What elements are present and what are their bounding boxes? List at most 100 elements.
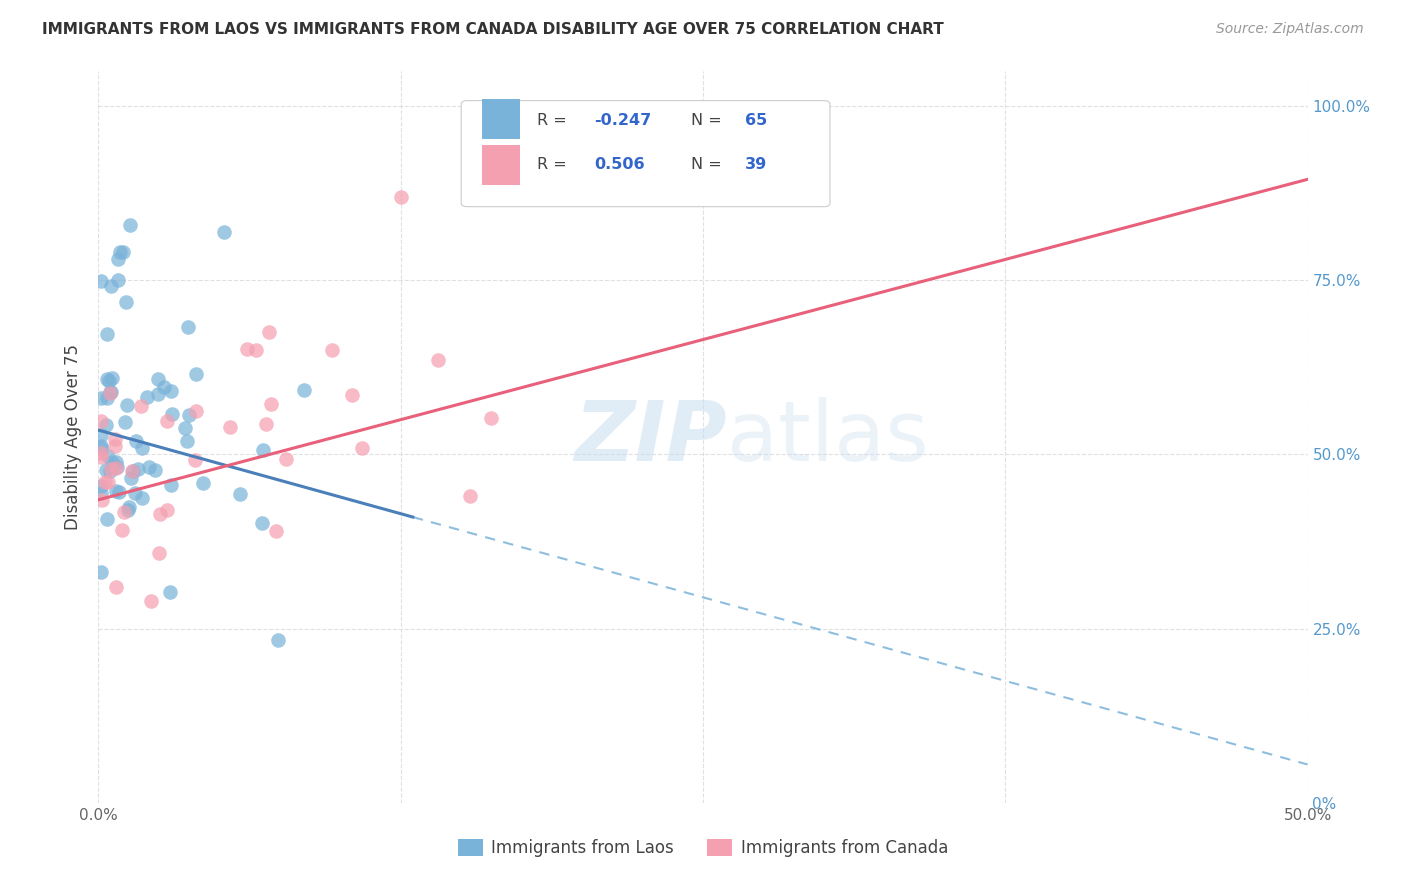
Point — [177, 320, 200, 334]
Point — [257, 326, 280, 340]
Point — [184, 452, 207, 467]
Point — [90, 428, 112, 442]
Point — [236, 342, 259, 356]
Point — [101, 455, 124, 469]
FancyBboxPatch shape — [461, 101, 830, 207]
Point — [118, 218, 141, 232]
Point — [105, 461, 128, 475]
Point — [90, 391, 112, 405]
Y-axis label: Disability Age Over 75: Disability Age Over 75 — [65, 344, 83, 530]
Text: IMMIGRANTS FROM LAOS VS IMMIGRANTS FROM CANADA DISABILITY AGE OVER 75 CORRELATIO: IMMIGRANTS FROM LAOS VS IMMIGRANTS FROM … — [42, 22, 943, 37]
Point — [136, 390, 159, 404]
Point — [498, 120, 520, 134]
Point — [156, 414, 179, 428]
Point — [112, 505, 135, 519]
Point — [148, 372, 170, 386]
Point — [111, 245, 134, 260]
Point — [104, 439, 127, 453]
Point — [90, 493, 112, 508]
Text: N =: N = — [690, 158, 727, 172]
Point — [100, 462, 122, 476]
Point — [90, 565, 112, 579]
Point — [152, 380, 174, 394]
Point — [266, 632, 288, 647]
Text: N =: N = — [690, 113, 727, 128]
Point — [111, 524, 134, 538]
Point — [141, 594, 163, 608]
Point — [259, 396, 281, 410]
Point — [228, 487, 250, 501]
Point — [176, 434, 198, 448]
Point — [274, 452, 297, 467]
Text: -0.247: -0.247 — [595, 113, 651, 128]
Point — [340, 388, 363, 402]
Point — [479, 410, 502, 425]
Legend: Immigrants from Laos, Immigrants from Canada: Immigrants from Laos, Immigrants from Ca… — [451, 832, 955, 864]
FancyBboxPatch shape — [482, 145, 520, 185]
Text: 39: 39 — [745, 158, 768, 172]
Point — [321, 343, 343, 358]
Point — [96, 417, 118, 432]
Point — [94, 475, 117, 489]
Point — [107, 273, 129, 287]
Point — [460, 489, 482, 503]
Point — [104, 580, 127, 594]
Text: R =: R = — [537, 158, 572, 172]
Point — [159, 585, 181, 599]
Point — [138, 460, 160, 475]
Point — [143, 463, 166, 477]
Point — [107, 252, 129, 267]
Point — [90, 479, 112, 493]
Point — [156, 502, 179, 516]
Point — [350, 442, 373, 456]
Point — [117, 503, 139, 517]
Point — [191, 475, 214, 490]
Point — [389, 190, 412, 204]
Point — [122, 464, 145, 478]
Point — [129, 399, 152, 413]
Point — [90, 441, 112, 455]
Point — [90, 439, 112, 453]
Point — [98, 386, 121, 401]
Point — [100, 279, 122, 293]
Text: ZIP: ZIP — [575, 397, 727, 477]
Point — [131, 491, 153, 505]
Point — [250, 516, 273, 531]
Point — [186, 367, 208, 381]
Point — [114, 295, 136, 310]
Point — [108, 485, 131, 500]
Point — [96, 326, 118, 341]
Point — [105, 484, 128, 499]
Point — [124, 434, 146, 448]
Point — [97, 374, 120, 388]
Point — [173, 420, 195, 434]
Point — [218, 420, 240, 434]
Point — [104, 432, 127, 446]
Point — [100, 385, 122, 400]
Point — [96, 392, 118, 406]
Text: 0.506: 0.506 — [595, 158, 645, 172]
Point — [97, 475, 120, 490]
Text: atlas: atlas — [727, 397, 929, 477]
Point — [90, 486, 112, 500]
Point — [117, 398, 139, 412]
Point — [148, 546, 170, 560]
Point — [162, 407, 184, 421]
Point — [252, 443, 274, 458]
Text: 65: 65 — [745, 113, 768, 128]
Point — [114, 415, 136, 429]
Point — [124, 486, 146, 500]
Point — [177, 408, 200, 422]
Point — [212, 225, 235, 239]
Point — [90, 450, 112, 464]
Point — [121, 471, 143, 485]
Point — [101, 371, 124, 385]
Point — [108, 245, 131, 260]
Point — [127, 461, 149, 475]
Point — [96, 512, 118, 526]
Point — [90, 274, 112, 288]
Point — [98, 465, 121, 479]
Point — [426, 353, 449, 368]
Point — [105, 460, 128, 475]
Point — [96, 372, 118, 386]
